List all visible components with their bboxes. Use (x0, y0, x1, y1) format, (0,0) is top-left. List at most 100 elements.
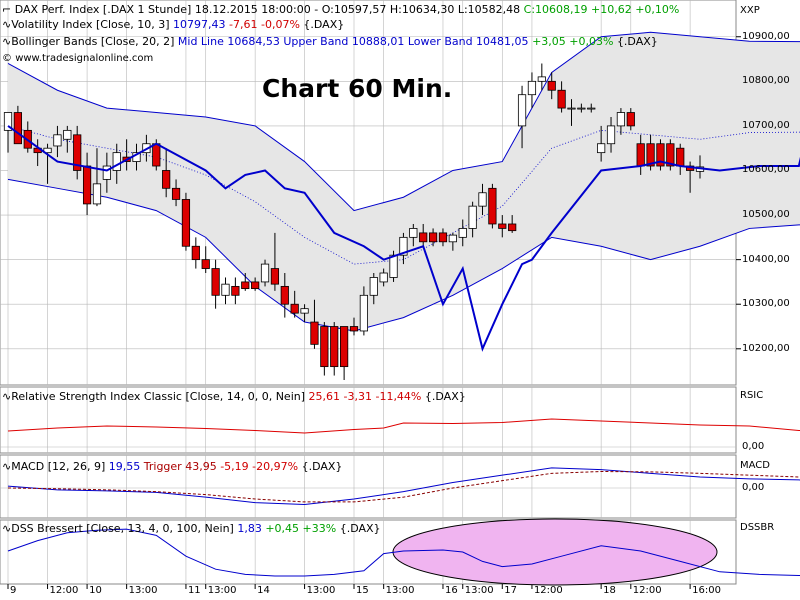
bollinger-label[interactable]: Bollinger Bands [Close, 20, 2] (11, 35, 175, 48)
rsi-suffix: {.DAX} (424, 390, 466, 403)
rsi-axis-label: RSIC (740, 390, 764, 401)
bollinger-upper: Upper Band 10888,01 (283, 35, 405, 48)
bollinger-mid: Mid Line 10684,53 (177, 35, 280, 48)
price-tick-label: 10500,00 (742, 209, 790, 221)
bollinger-change: +3,05 +0,03% (532, 35, 614, 48)
candle-body (419, 232, 428, 243)
bollinger-suffix: {.DAX} (616, 35, 658, 48)
dss-value: 1,83 (237, 522, 262, 535)
candle-body (102, 165, 111, 180)
candle-body (597, 143, 606, 154)
candle-body (349, 326, 359, 332)
instrument-label: DAX Perf. Index [.DAX 1 Stunde] (14, 3, 192, 16)
time-tick-label: 10 (89, 585, 102, 596)
datetime-label: 18.12.2015 18:00:00 (194, 3, 311, 16)
time-tick-label: 15 (356, 585, 369, 596)
macd-header: ∿MACD [12, 26, 9] 19,55 Trigger 43,95 -5… (2, 460, 342, 473)
macd-trigger: Trigger 43,95 (143, 460, 217, 473)
close-change-label: C:10608,19 +10,62 +0,10% (523, 3, 680, 16)
volatility-value: 10797,43 (173, 18, 226, 31)
time-tick-label: 16 (444, 585, 458, 596)
candle-body (300, 308, 309, 314)
macd-axis-label: MACD (740, 460, 770, 471)
candle-body (280, 285, 289, 305)
candle-body (606, 125, 616, 145)
candle-body (201, 259, 210, 269)
candle-body (557, 89, 566, 109)
candle-body (676, 147, 685, 167)
time-tick-label: 12:00 (533, 585, 563, 596)
candle-body (310, 321, 319, 345)
indicator-wave-icon: ∿ (2, 18, 12, 31)
candle-body (448, 234, 457, 243)
candle-body (646, 143, 655, 167)
bollinger-header: ∿Bollinger Bands [Close, 20, 2] Mid Line… (2, 35, 658, 48)
candle-body (73, 134, 82, 171)
candle-body (478, 192, 487, 207)
volatility-label[interactable]: Volatility Index [Close, 10, 3] (11, 18, 170, 31)
rsi-value: 25,61 (308, 390, 341, 403)
macd-value: 19,55 (108, 460, 141, 473)
candle-body (656, 143, 665, 167)
watermark: © www.tradesignalonline.com (2, 52, 153, 65)
chart-title: Chart 60 Min. (262, 74, 453, 103)
macd-line (7, 467, 800, 506)
candle-body (438, 232, 448, 243)
macd-pane (0, 454, 737, 519)
candle-body (409, 228, 418, 238)
time-tick-label: 18 (603, 585, 616, 596)
candle-body (488, 187, 497, 225)
candle-body (53, 134, 62, 147)
candle-body (3, 112, 13, 131)
candle-body (468, 205, 477, 229)
candle-body (320, 326, 329, 368)
dss-line (7, 528, 800, 577)
candle-body (270, 268, 280, 285)
candle-body (517, 94, 527, 127)
dss-suffix: {.DAX} (339, 522, 381, 535)
volatility-index-line (7, 125, 800, 352)
candle-body (290, 303, 299, 314)
candle-body (63, 129, 72, 140)
candle-body (162, 170, 171, 189)
candle-body (251, 281, 260, 290)
lower-panes-layer (7, 418, 800, 586)
time-tick-label: 13:00 (306, 585, 336, 596)
time-tick-label: 13:00 (464, 585, 494, 596)
candle-body (399, 236, 408, 256)
candle-body (547, 80, 556, 91)
candle-body (181, 199, 191, 247)
copyright-icon: © (2, 53, 12, 64)
candle-body (616, 112, 626, 127)
candle-body (330, 326, 339, 368)
candle-body (428, 232, 438, 243)
bollinger-band-layer (7, 31, 800, 332)
candle-body (508, 223, 517, 232)
bollinger-lower-line (7, 178, 800, 332)
time-tick-label: 14 (257, 585, 270, 596)
indicator-wave-icon: ∿ (2, 522, 12, 535)
collapse-icon[interactable]: ⌐ (2, 3, 12, 16)
bollinger-band-fill (8, 32, 800, 331)
price-tick-label: 10600,00 (742, 164, 790, 176)
candle-body (82, 165, 92, 205)
dss-label[interactable]: DSS Bressert [Close, 13, 4, 0, 100, Nein… (11, 522, 234, 535)
rsi-zero-tick: 0,00 (742, 441, 765, 452)
candle-body (458, 228, 467, 238)
price-tick-label: 10200,00 (742, 342, 790, 354)
candle-layer (3, 63, 705, 380)
bollinger-upper-line (7, 31, 800, 212)
dss-change: +0,45 +33% (265, 522, 337, 535)
bollinger-lower: Lower Band 10481,05 (407, 35, 529, 48)
candle-body (527, 80, 537, 96)
macd-zero-tick: 0,00 (742, 482, 765, 493)
rsi-label[interactable]: Relative Strength Index Classic [Close, … (11, 390, 306, 403)
macd-label[interactable]: MACD [12, 26, 9] (11, 460, 106, 473)
watermark-text: www.tradesignalonline.com (15, 53, 154, 64)
candle-body (626, 112, 635, 127)
candle-body (567, 107, 576, 110)
candle-body (13, 112, 22, 145)
price-header: ⌐ DAX Perf. Index [.DAX 1 Stunde] 18.12.… (2, 3, 679, 16)
candle-body (577, 107, 586, 110)
price-tick-label: 10800,00 (742, 75, 790, 87)
